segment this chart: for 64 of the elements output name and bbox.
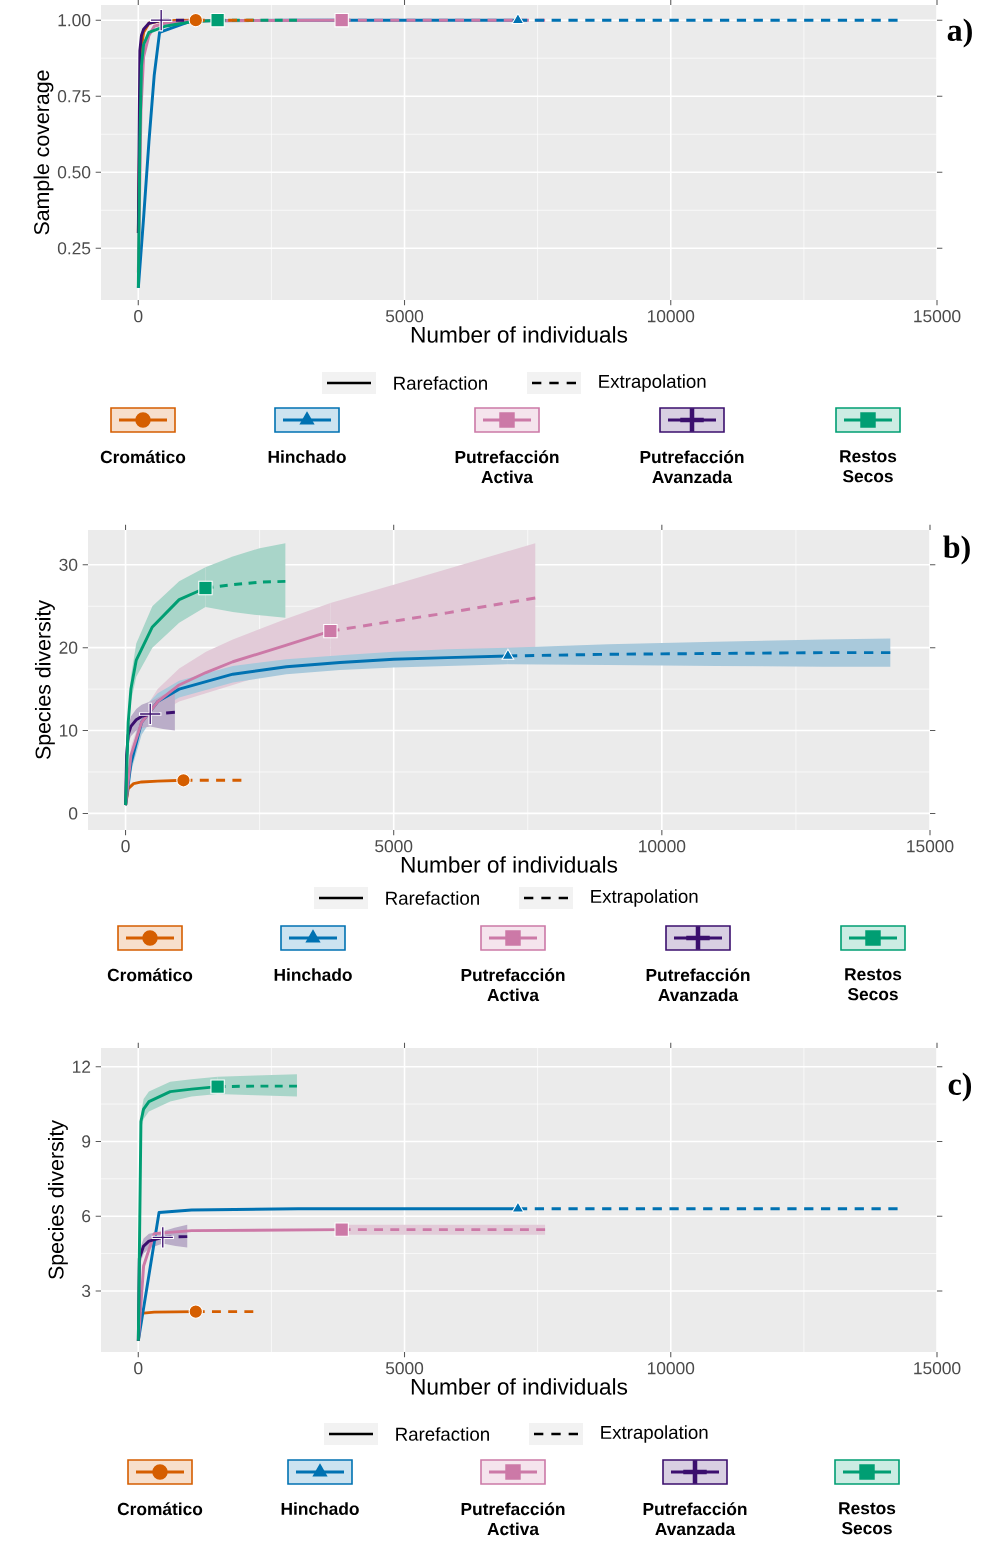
y-tick-label: 0.25 (57, 242, 91, 255)
legend-label: Putrefacción Activa (461, 968, 565, 1002)
y-tick-label: 12 (73, 1060, 91, 1073)
x-tick-label: 15000 (907, 840, 954, 853)
x-tick-label: 10000 (639, 840, 686, 853)
point (139, 702, 162, 726)
legend-label: Hinchado (274, 968, 352, 981)
x-tick-label: 15000 (914, 1362, 961, 1375)
legend-label: Cromático (117, 1502, 203, 1516)
point (334, 1222, 349, 1237)
y-tick-label: 3 (81, 1284, 91, 1298)
text: b) (943, 535, 970, 565)
x-tick-label: 5000 (385, 310, 424, 323)
legend-label: Putrefacción Avanzada (640, 450, 744, 484)
x-tick-label: 0 (121, 840, 130, 853)
x-tick-label: 5000 (375, 840, 413, 853)
y-tick-label: 10 (59, 724, 78, 737)
legend-label: Putrefacción Avanzada (643, 1502, 747, 1536)
x-tick-label: 15000 (914, 310, 961, 323)
point (176, 773, 191, 788)
point (151, 1226, 174, 1249)
text: Rarefaction (394, 376, 487, 390)
y-tick-label: 6 (82, 1210, 91, 1223)
x-axis-title: Number of individuals (411, 326, 628, 343)
legend-label: Restos Secos (839, 1502, 896, 1535)
legend-label: Cromático (100, 450, 186, 464)
text: Rarefaction (396, 1427, 489, 1441)
y-tick-label: 0.50 (57, 166, 91, 179)
y-tick-label: 9 (82, 1135, 91, 1148)
legend-label: Restos Secos (840, 450, 897, 483)
text: Rarefaction (386, 891, 479, 905)
point (323, 623, 338, 639)
legend-label: Cromático (107, 968, 193, 982)
legend-label: Putrefacción Avanzada (646, 968, 750, 1002)
x-tick-label: 10000 (647, 1362, 695, 1375)
text: c) (948, 1072, 972, 1102)
x-axis-title: Number of individuals (411, 1378, 628, 1395)
x-tick-label: 0 (134, 1362, 143, 1375)
x-tick-label: 5000 (385, 1362, 424, 1375)
text: Extrapolation (601, 1425, 708, 1443)
x-tick-label: 0 (134, 310, 143, 323)
y-axis-title: Species diversity (47, 1120, 68, 1280)
point (198, 580, 213, 596)
y-tick-label: 0.75 (57, 90, 91, 103)
text: Extrapolation (599, 374, 706, 392)
legend-label: Restos Secos (845, 968, 902, 1001)
text: a) (947, 18, 972, 48)
point (511, 1201, 525, 1213)
y-tick-label: 20 (59, 641, 78, 654)
y-axis-title: Species diversity (34, 600, 55, 760)
legend-label: Hinchado (281, 1502, 359, 1515)
y-tick-label: 1.00 (58, 14, 91, 27)
x-axis-title: Number of individuals (401, 856, 618, 873)
point (188, 1304, 203, 1319)
y-axis-title: Sample coverage (33, 70, 54, 235)
legend-label: Putrefacción Activa (461, 1502, 565, 1536)
point (501, 648, 515, 660)
point (210, 1079, 225, 1094)
legend-label: Hinchado (268, 450, 346, 463)
y-tick-label: 30 (59, 558, 78, 571)
x-tick-label: 10000 (647, 310, 695, 323)
y-tick-label: 0 (68, 807, 78, 820)
legend-label: Putrefacción Activa (455, 450, 559, 484)
text: Extrapolation (591, 889, 698, 907)
